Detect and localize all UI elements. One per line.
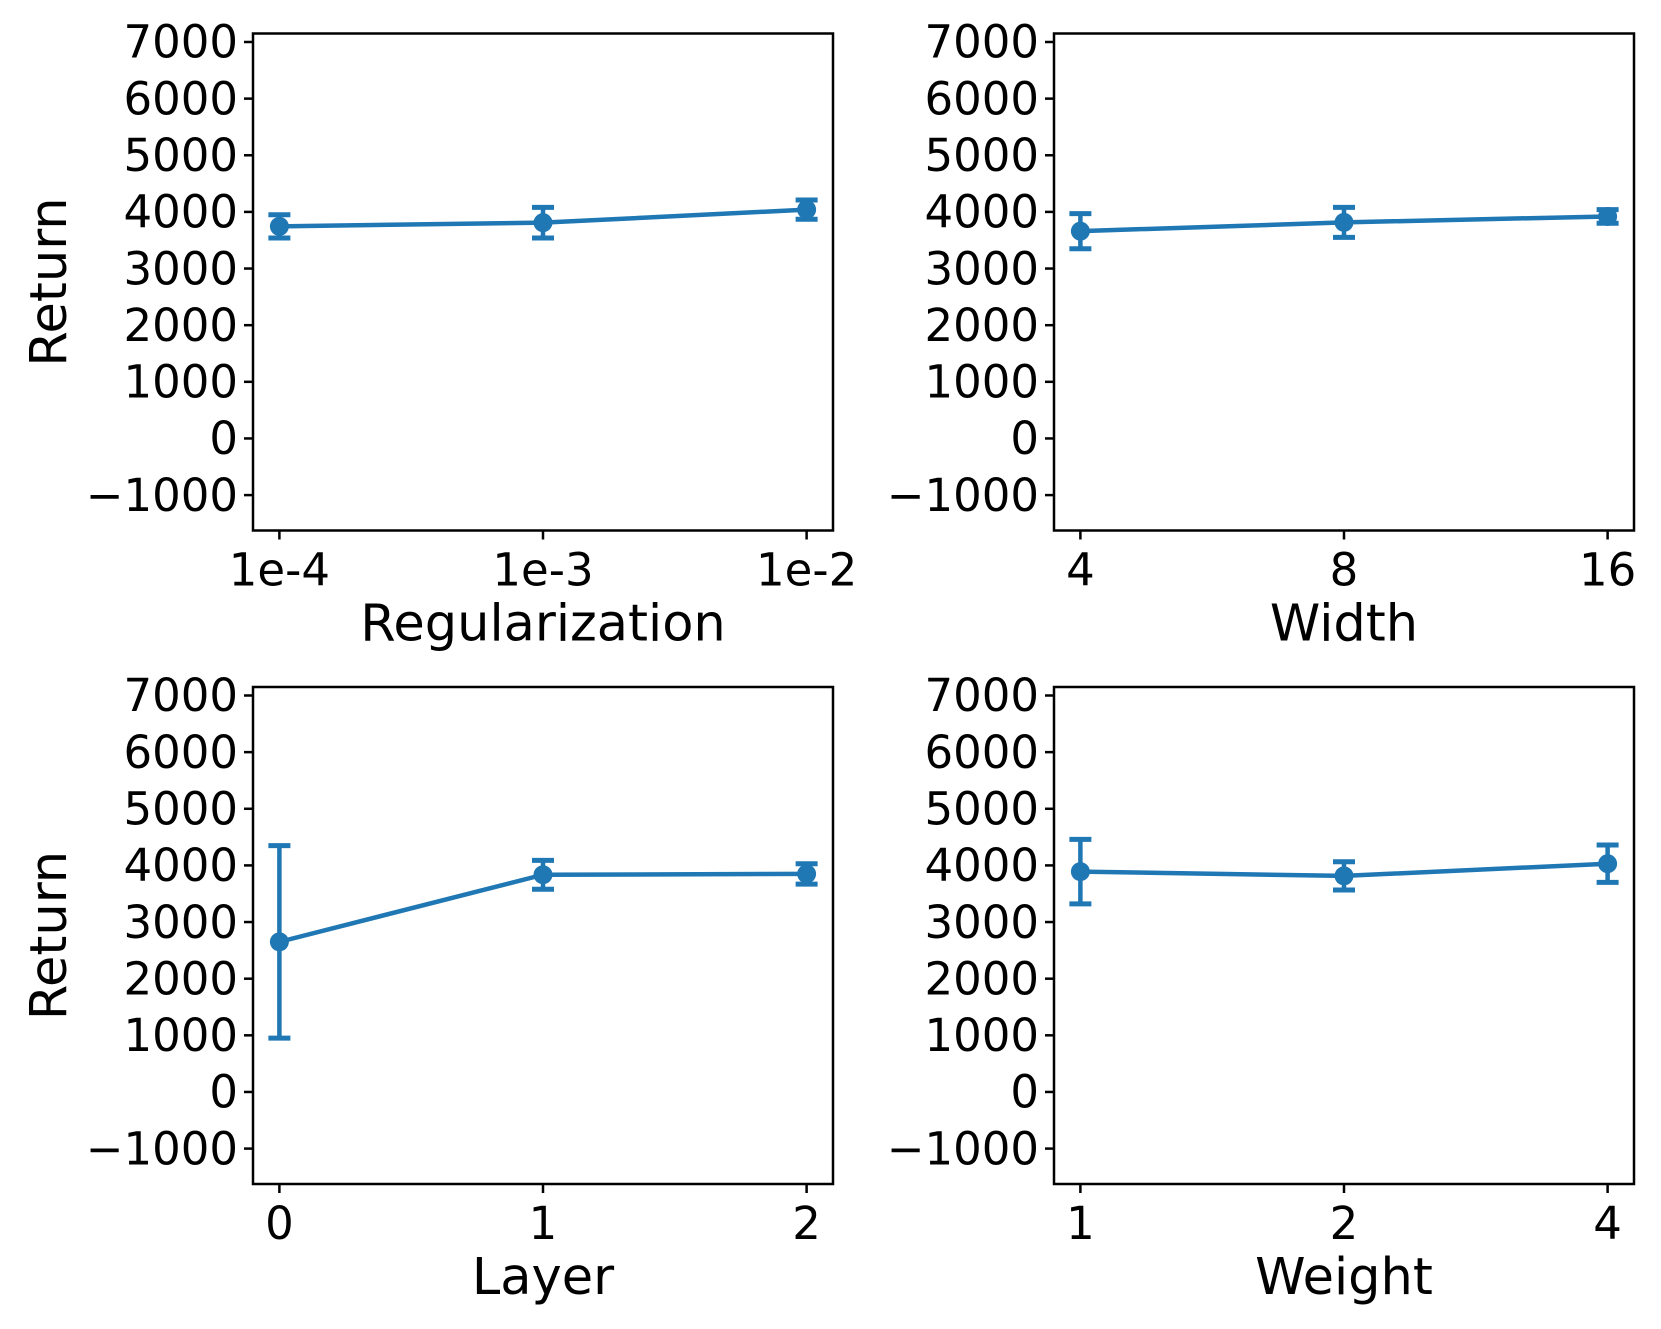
axes-box — [251, 685, 835, 1186]
x-axis-label: Width — [1270, 595, 1418, 654]
y-tick-label: 2000 — [924, 952, 1039, 1005]
y-tick-label: 2000 — [123, 952, 238, 1005]
y-tick-label: −1000 — [887, 469, 1039, 522]
data-point-marker — [1598, 206, 1618, 226]
y-tick-label: 7000 — [123, 16, 238, 69]
y-tick-label: 7000 — [924, 16, 1039, 69]
y-tick-label: 1000 — [123, 356, 238, 409]
x-tick-label: 4 — [1066, 544, 1095, 597]
y-tick-label: 6000 — [123, 72, 238, 125]
y-tick-label: 5000 — [123, 129, 238, 182]
data-point-marker — [1334, 866, 1354, 886]
y-tick-label: 1000 — [123, 1009, 238, 1062]
y-tick-label: 2000 — [924, 299, 1039, 352]
y-tick-label: 3000 — [123, 242, 238, 295]
x-tick-label: 1 — [529, 1197, 558, 1250]
data-point-marker — [797, 200, 817, 220]
x-tick-label: 2 — [1330, 1197, 1359, 1250]
y-tick-label: 7000 — [123, 669, 238, 722]
x-axis-label: Regularization — [360, 595, 726, 654]
axes-box — [251, 32, 835, 532]
x-tick-label: 8 — [1330, 544, 1359, 597]
x-tick-label: 16 — [1579, 544, 1636, 597]
y-tick-label: 4000 — [123, 186, 238, 239]
axes-box — [1052, 32, 1636, 532]
y-tick-label: 1000 — [924, 356, 1039, 409]
x-tick-label: 1e-3 — [492, 544, 593, 597]
x-tick-label: 4 — [1593, 1197, 1622, 1250]
y-tick-label: −1000 — [86, 469, 238, 522]
data-point-marker — [269, 932, 289, 952]
y-tick-label: −1000 — [887, 1122, 1039, 1175]
y-tick-label: 3000 — [924, 896, 1039, 949]
y-tick-label: 4000 — [924, 839, 1039, 892]
y-tick-label: 3000 — [924, 242, 1039, 295]
y-tick-label: 5000 — [123, 783, 238, 836]
y-tick-label: 7000 — [924, 669, 1039, 722]
y-tick-label: 6000 — [123, 726, 238, 779]
y-tick-label: 1000 — [924, 1009, 1039, 1062]
y-tick-label: 2000 — [123, 299, 238, 352]
y-tick-label: 5000 — [924, 783, 1039, 836]
y-tick-label: 6000 — [924, 72, 1039, 125]
y-tick-label: 3000 — [123, 896, 238, 949]
y-tick-label: 6000 — [924, 726, 1039, 779]
x-axis-label: Layer — [472, 1248, 614, 1307]
y-tick-label: 4000 — [924, 186, 1039, 239]
x-tick-label: 1e-2 — [756, 544, 857, 597]
x-tick-label: 1e-4 — [229, 544, 330, 597]
y-tick-label: 0 — [209, 1066, 238, 1119]
x-tick-label: 0 — [265, 1197, 294, 1250]
data-point-marker — [1334, 212, 1354, 232]
axes-box — [1052, 685, 1636, 1186]
y-tick-label: 0 — [1010, 412, 1039, 465]
data-point-marker — [269, 216, 289, 236]
x-tick-label: 2 — [792, 1197, 821, 1250]
data-point-marker — [533, 865, 553, 885]
y-axis-label: Return — [20, 197, 79, 366]
x-axis-label: Weight — [1255, 1248, 1433, 1307]
y-tick-label: 5000 — [924, 129, 1039, 182]
data-point-marker — [533, 213, 553, 233]
y-tick-label: 4000 — [123, 839, 238, 892]
data-point-marker — [797, 864, 817, 884]
y-axis-label: Return — [20, 851, 79, 1020]
data-point-marker — [1070, 221, 1090, 241]
y-tick-label: 0 — [1010, 1066, 1039, 1119]
y-tick-label: −1000 — [86, 1122, 238, 1175]
y-tick-label: 0 — [209, 412, 238, 465]
data-point-marker — [1598, 854, 1618, 874]
x-tick-label: 1 — [1066, 1197, 1095, 1250]
data-point-marker — [1070, 862, 1090, 882]
